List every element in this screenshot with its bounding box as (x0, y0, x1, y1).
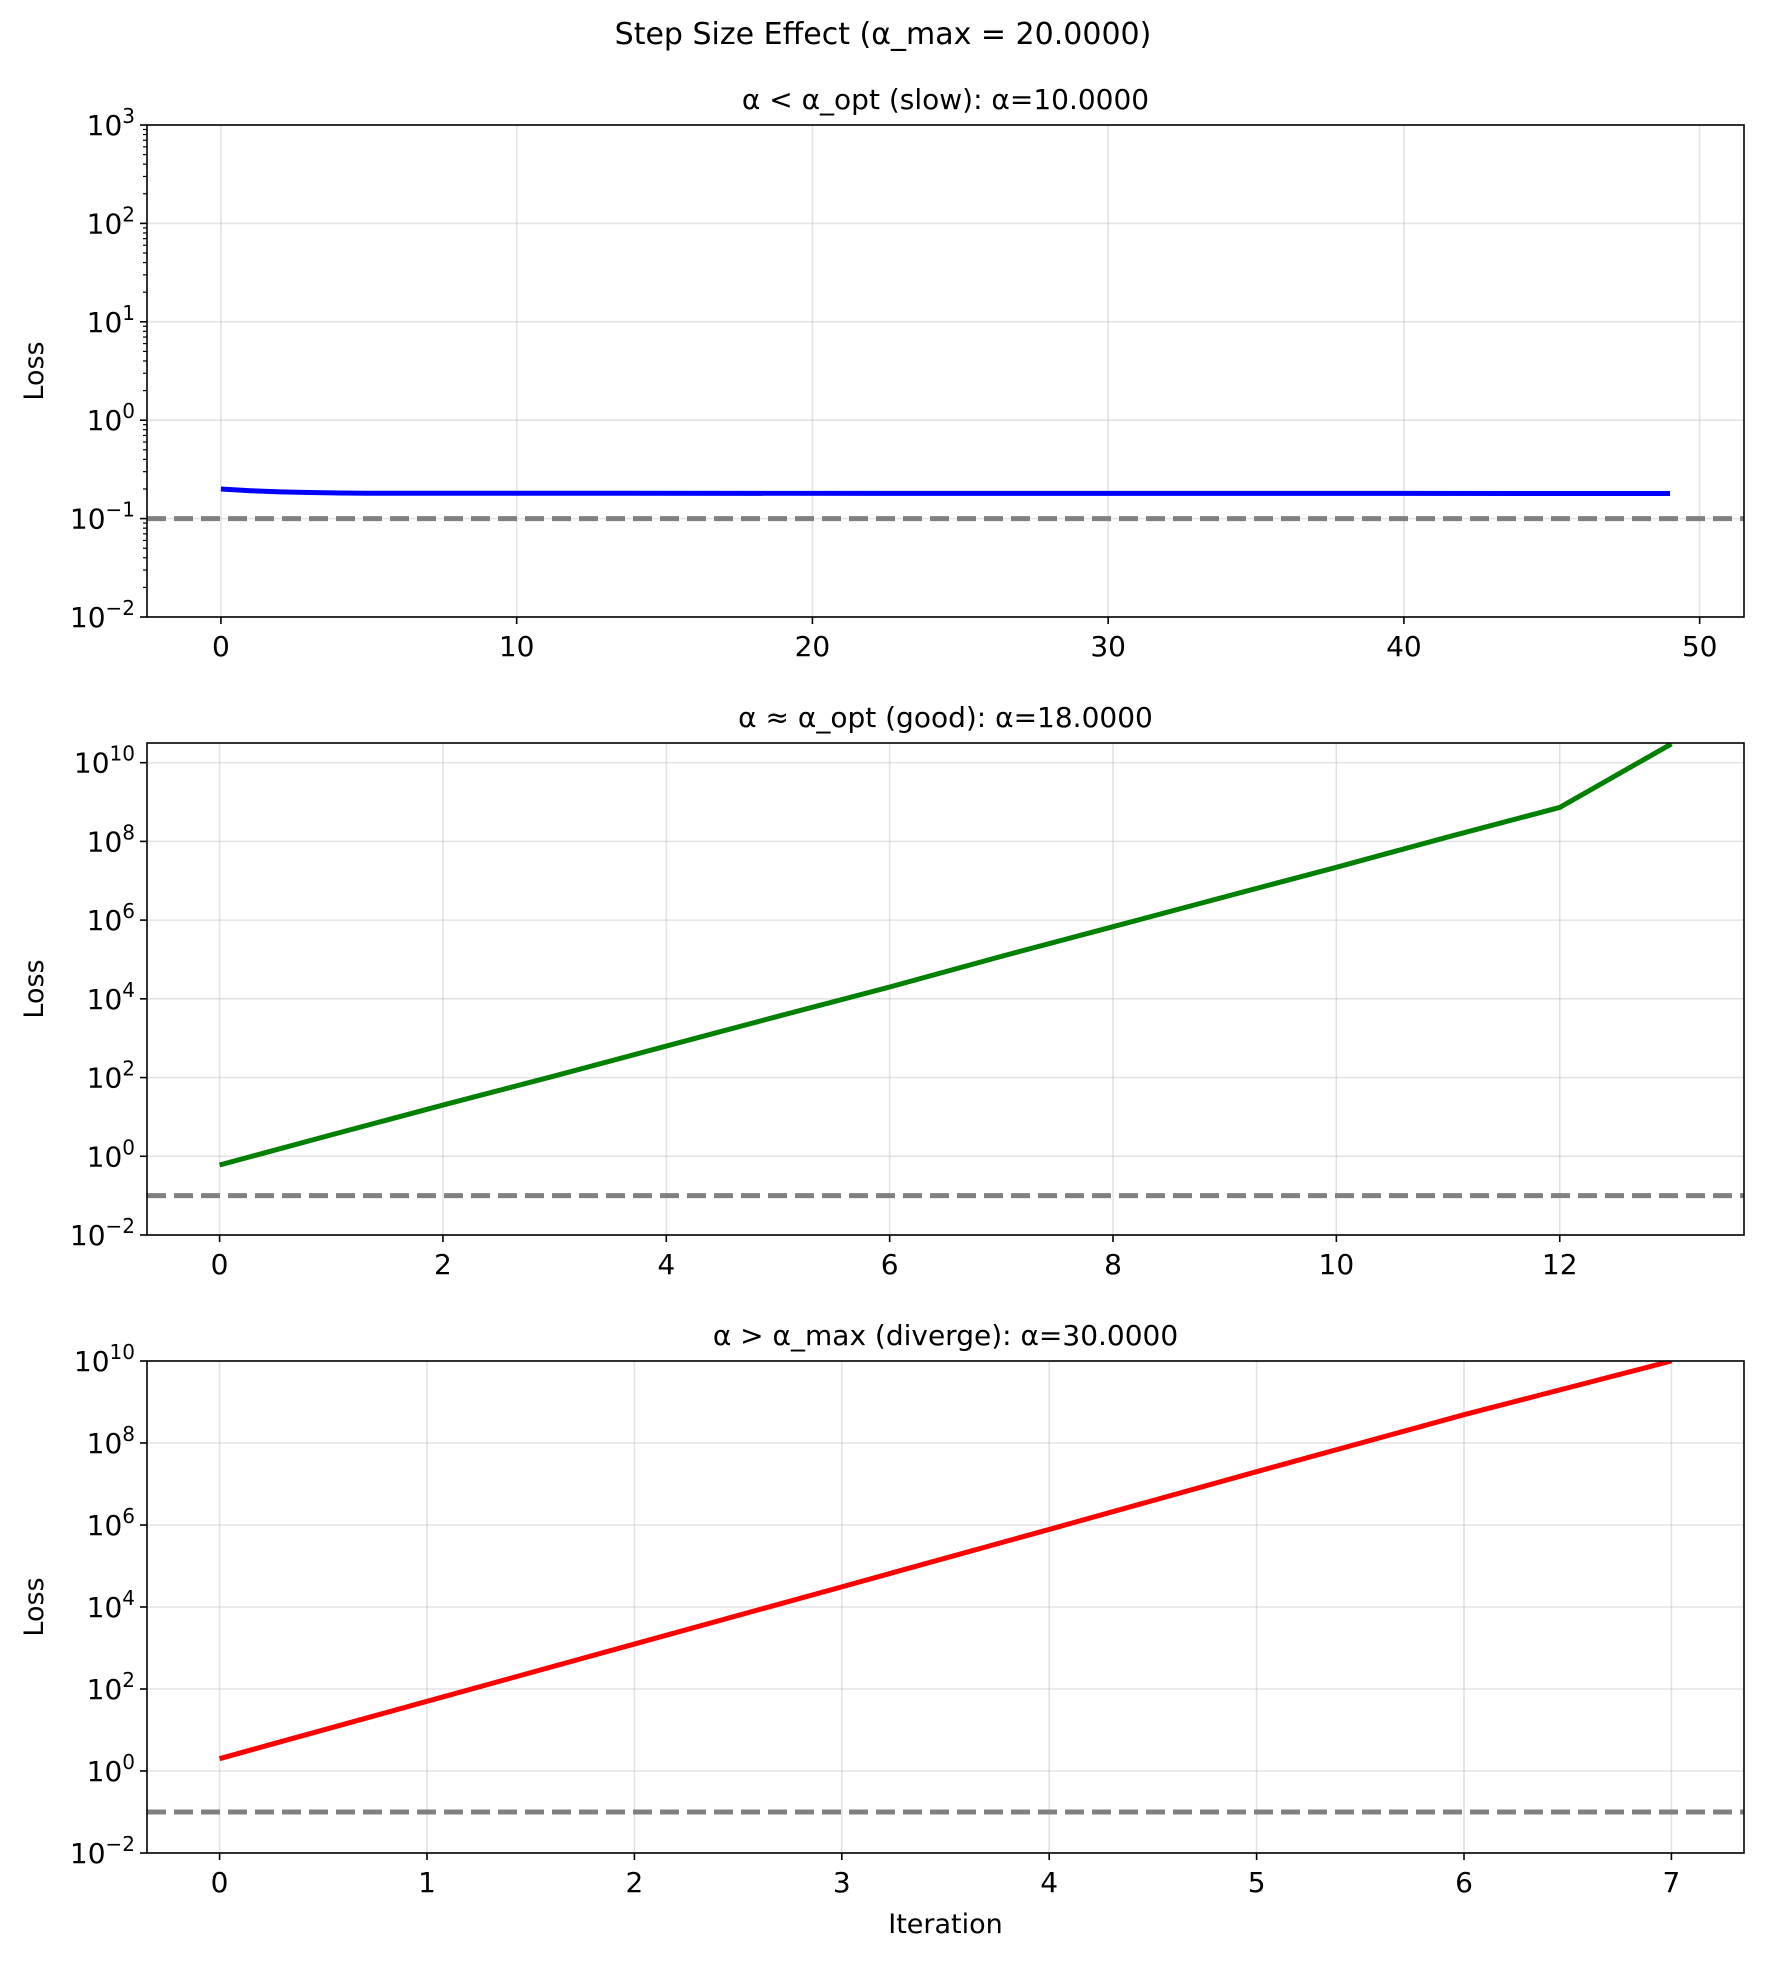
y-tick-label: 10−2 (70, 1214, 135, 1252)
x-tick-label: 6 (881, 1248, 899, 1281)
subplot-3: 0 1 2 3 4 5 6 7 10−2 100 102 104 106 108 1010 α > α_max… (19, 1319, 1745, 1940)
y-tick-label: 104 (87, 1586, 135, 1624)
y-tick-label: 104 (87, 978, 135, 1016)
y-tick-label: 106 (87, 1504, 135, 1542)
x-tick-label: 4 (657, 1248, 675, 1281)
y-tick-label: 102 (87, 1057, 135, 1095)
y-axis-label: Loss (19, 959, 50, 1018)
series-line (218, 1361, 1673, 1762)
y-axis-label: Loss (19, 1577, 50, 1636)
x-axis-label: Iteration (888, 1909, 1003, 1940)
figure-title: Step Size Effect (α_max = 20.0000) (615, 17, 1152, 52)
x-tick-label: 7 (1662, 1866, 1680, 1899)
x-tick-label: 12 (1542, 1248, 1578, 1281)
x-tick-label: 0 (211, 1248, 229, 1281)
y-tick-label: 108 (87, 820, 135, 858)
x-tick-label: 4 (1040, 1866, 1058, 1899)
y-tick-label: 10−2 (70, 1832, 135, 1870)
subplot-title: α > α_max (diverge): α=30.0000 (713, 1319, 1178, 1352)
series-line (220, 486, 1671, 496)
subplot-2: 0 2 4 6 8 10 12 10−2 100 102 104 106 108 1010 α ≈ α_op… (19, 701, 1745, 1281)
x-tick-label: 20 (795, 630, 831, 663)
y-tick-label: 102 (87, 1668, 135, 1706)
x-tick-label: 10 (1319, 1248, 1355, 1281)
y-tick-label: 100 (87, 1135, 135, 1173)
subplot-title: α ≈ α_opt (good): α=18.0000 (738, 701, 1153, 734)
x-tick-label: 8 (1104, 1248, 1122, 1281)
plot-frame (146, 124, 1745, 618)
x-tick-label: 1 (418, 1866, 436, 1899)
y-tick-label: 100 (87, 1750, 135, 1788)
y-tick-label: 10−2 (70, 596, 135, 634)
x-tick-label: 0 (211, 1866, 229, 1899)
subplot-1: 0 10 20 30 40 50 10−2 10−1 100 101 102 103 α < α_opt… (19, 83, 1745, 663)
x-tick-label: 3 (833, 1866, 851, 1899)
y-tick-label: 1010 (74, 742, 135, 780)
y-tick-label: 103 (87, 104, 135, 142)
x-tick-label: 40 (1386, 630, 1422, 663)
y-tick-label: 101 (87, 301, 135, 339)
y-axis-label: Loss (19, 341, 50, 400)
x-tick-label: 2 (434, 1248, 452, 1281)
x-tick-label: 0 (212, 630, 230, 663)
x-tick-label: 2 (625, 1866, 643, 1899)
series-line (218, 743, 1673, 1168)
y-tick-label: 100 (87, 399, 135, 437)
y-tick-label: 106 (87, 899, 135, 937)
x-tick-label: 10 (499, 630, 535, 663)
plot-frame (146, 742, 1745, 1236)
y-tick-label: 1010 (74, 1340, 135, 1378)
x-tick-label: 5 (1248, 1866, 1266, 1899)
y-tick-label: 108 (87, 1422, 135, 1460)
y-tick-label: 102 (87, 202, 135, 240)
y-tick-label: 10−1 (70, 498, 135, 536)
x-tick-label: 30 (1090, 630, 1126, 663)
subplot-title: α < α_opt (slow): α=10.0000 (742, 83, 1149, 116)
x-tick-label: 6 (1455, 1866, 1473, 1899)
x-tick-label: 50 (1682, 630, 1718, 663)
